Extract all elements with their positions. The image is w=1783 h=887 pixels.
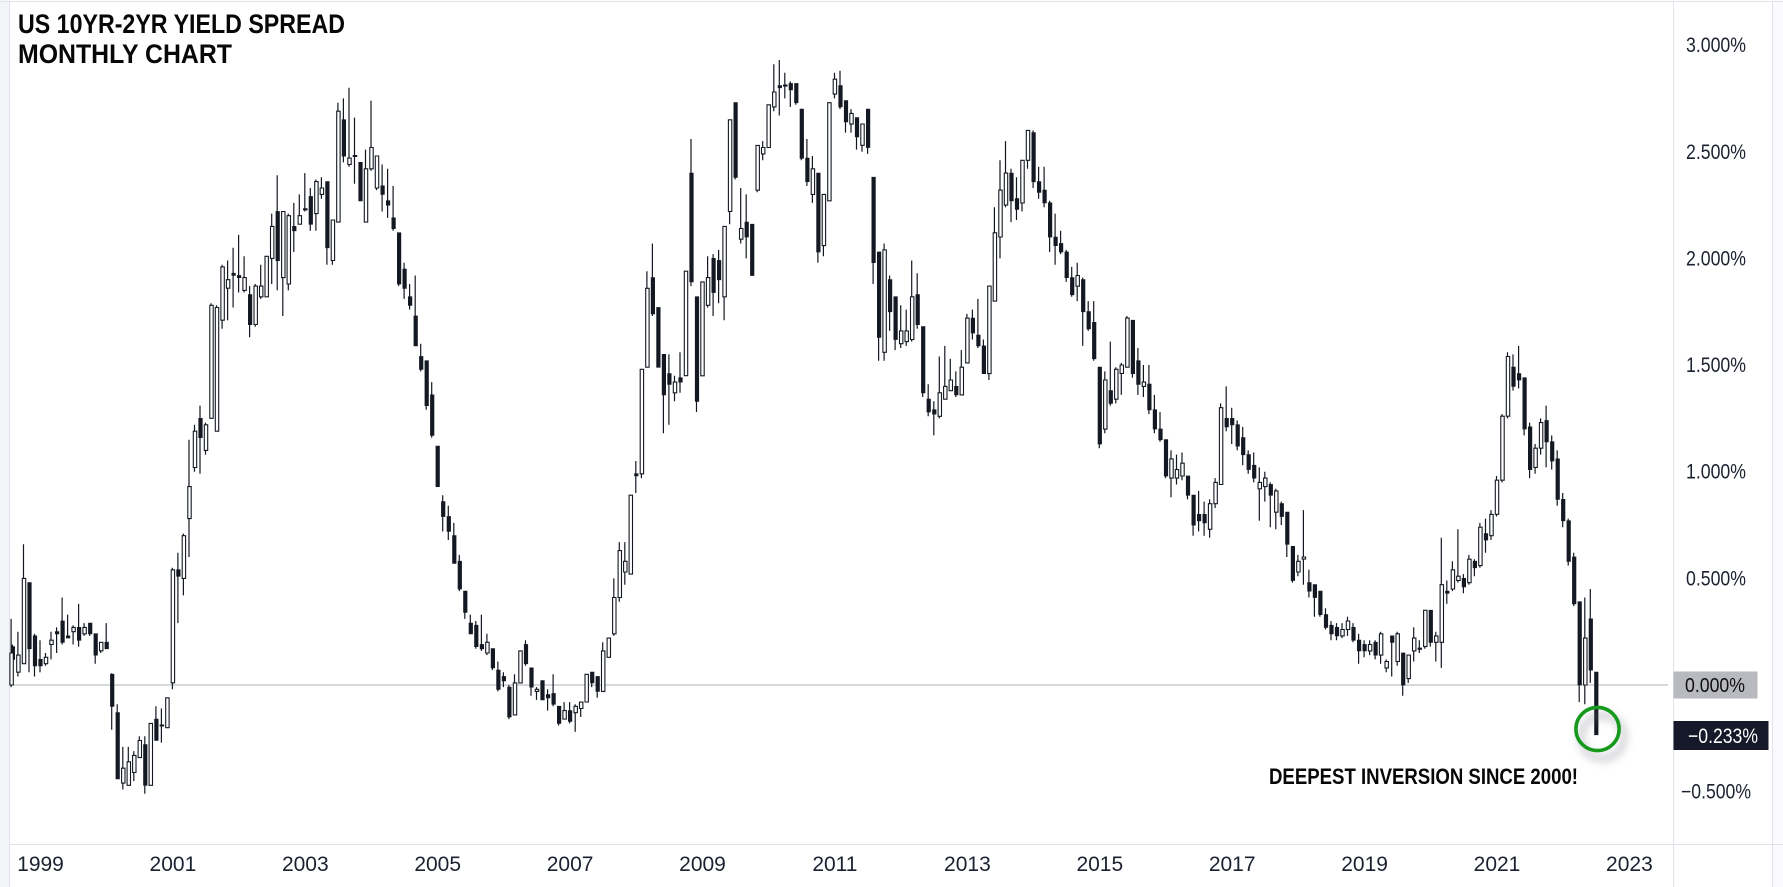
svg-text:3.000%: 3.000%: [1686, 34, 1746, 57]
svg-text:−0.500%: −0.500%: [1681, 781, 1751, 804]
svg-text:2.500%: 2.500%: [1686, 141, 1746, 164]
svg-text:1.500%: 1.500%: [1686, 354, 1746, 377]
svg-text:MONTHLY CHART: MONTHLY CHART: [18, 39, 232, 69]
svg-text:2009: 2009: [679, 853, 726, 876]
svg-text:2001: 2001: [150, 853, 197, 876]
svg-text:1.000%: 1.000%: [1686, 461, 1746, 484]
svg-text:2011: 2011: [812, 853, 857, 876]
svg-text:2021: 2021: [1474, 853, 1521, 876]
svg-text:2007: 2007: [547, 853, 594, 876]
svg-text:2019: 2019: [1341, 853, 1388, 876]
svg-text:2003: 2003: [282, 853, 329, 876]
svg-text:0.000%: 0.000%: [1685, 675, 1745, 697]
svg-text:2017: 2017: [1209, 853, 1256, 876]
svg-text:US 10YR-2YR YIELD SPREAD: US 10YR-2YR YIELD SPREAD: [18, 9, 345, 39]
svg-text:−0.233%: −0.233%: [1688, 725, 1758, 748]
svg-text:2013: 2013: [944, 853, 991, 876]
svg-text:0.500%: 0.500%: [1686, 567, 1746, 590]
svg-text:2023: 2023: [1606, 853, 1653, 876]
svg-text:2015: 2015: [1076, 853, 1123, 876]
svg-text:2005: 2005: [414, 853, 461, 876]
svg-text:DEEPEST INVERSION SINCE 2000!: DEEPEST INVERSION SINCE 2000!: [1269, 764, 1578, 789]
svg-text:1999: 1999: [17, 853, 64, 876]
svg-text:2.000%: 2.000%: [1686, 247, 1746, 270]
